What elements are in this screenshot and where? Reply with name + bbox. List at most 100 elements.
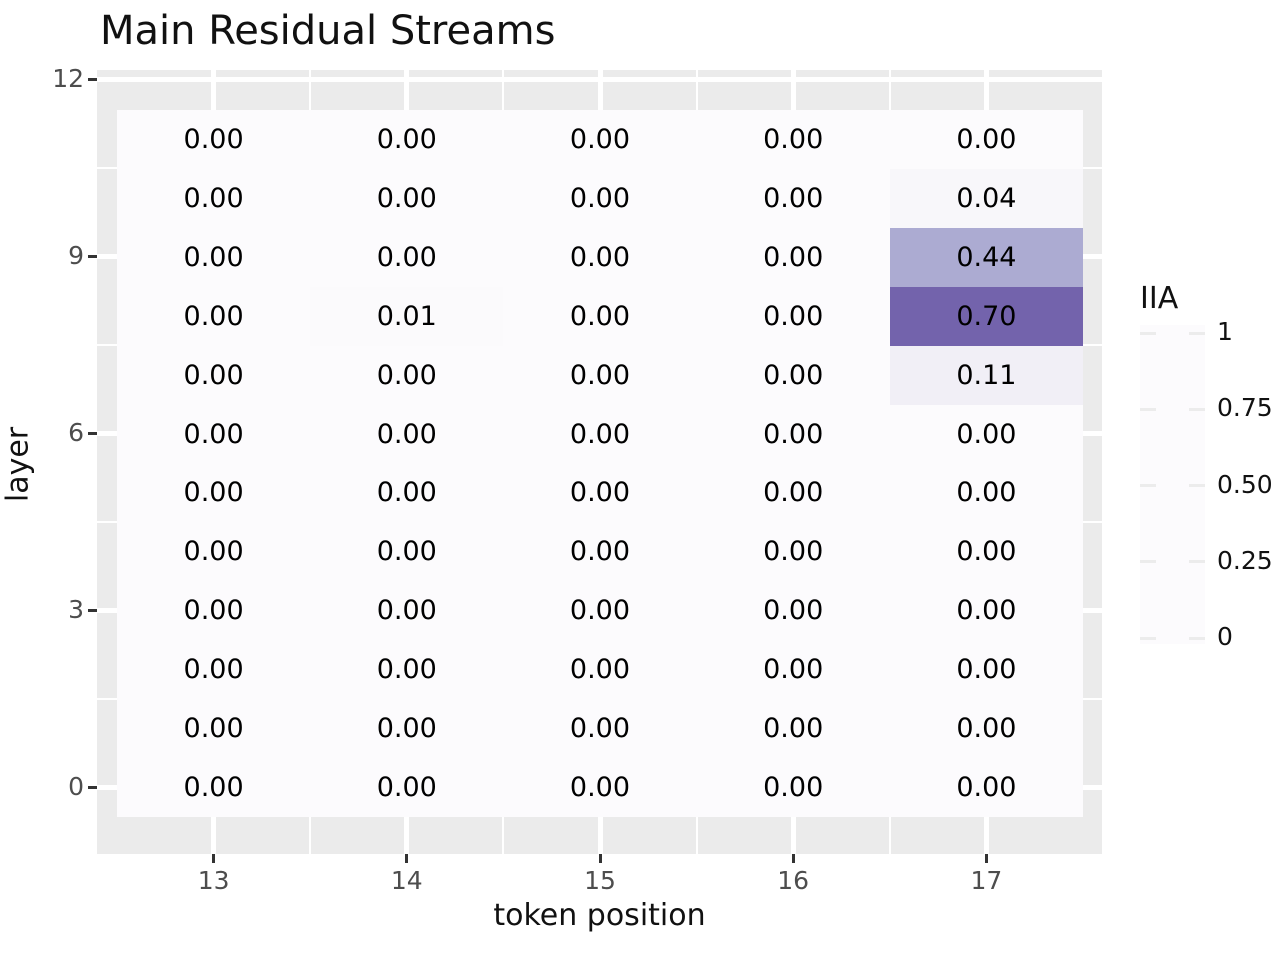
- heatmap-cell: 0.00: [310, 404, 504, 464]
- heatmap-cell: 0.00: [696, 345, 890, 405]
- heatmap-cell: 0.00: [117, 640, 311, 700]
- heatmap-cell: 0.00: [696, 110, 890, 169]
- colorbar-tick-mark: [1189, 331, 1205, 335]
- colorbar-tick-mark: [1140, 484, 1156, 487]
- heatmap-cell: 0.00: [117, 286, 311, 346]
- heatmap-cell-value: 0.00: [763, 123, 824, 155]
- heatmap-cell: 0.00: [503, 581, 697, 641]
- colorbar-tick-mark: [1140, 636, 1156, 640]
- heatmap-cell-value: 0.00: [569, 359, 631, 391]
- heatmap-cell: 0.00: [696, 404, 890, 464]
- heatmap-cell: 0.04: [889, 168, 1083, 228]
- heatmap-cell-value: 0.00: [956, 595, 1017, 627]
- heatmap-cell: 0.00: [117, 581, 311, 641]
- heatmap-cell: 0.00: [117, 758, 311, 817]
- heatmap-cell: 0.00: [503, 345, 697, 405]
- heatmap-cell-value: 0.00: [569, 182, 631, 214]
- y-tick-mark: [88, 786, 97, 789]
- heatmap-cell-value: 0.00: [376, 713, 437, 745]
- heatmap-cell-value: 0.00: [956, 536, 1017, 568]
- heatmap-cell-value: 0.00: [569, 536, 631, 568]
- x-tick-mark: [212, 854, 216, 863]
- x-tick-mark: [405, 854, 409, 863]
- heatmap-cell: 0.00: [117, 345, 311, 405]
- y-tick-mark: [88, 78, 97, 81]
- heatmap-cell-value: 0.00: [569, 654, 631, 686]
- heatmap-cell-value: 0.00: [183, 300, 244, 332]
- heatmap-cell-value: 0.00: [956, 713, 1017, 745]
- heatmap-cell: 0.00: [117, 110, 311, 169]
- heatmap-cell-value: 0.00: [183, 713, 244, 745]
- heatmap-cell: 0.70: [889, 286, 1083, 346]
- heatmap-cell: 0.00: [503, 110, 697, 169]
- heatmap-cell-value: 0.00: [376, 241, 437, 273]
- heatmap-cell: 0.00: [503, 227, 697, 287]
- colorbar-tick-mark: [1189, 407, 1205, 411]
- heatmap-cell: 0.00: [696, 758, 890, 817]
- heatmap-cell: 0.00: [503, 404, 697, 464]
- heatmap-cell: 0.00: [310, 463, 504, 523]
- heatmap-cell-value: 0.00: [376, 418, 437, 450]
- gridline: [97, 77, 1102, 82]
- heatmap-cell-value: 0.00: [763, 536, 824, 568]
- heatmap-tiles: 0.00 0.00 0.00 0.00 0.00 0.00 0.00 0.00 0.00 0.04…: [117, 110, 1083, 817]
- heatmap-cell: 0.00: [117, 522, 311, 582]
- heatmap-cell-value: 0.70: [956, 300, 1017, 332]
- heatmap-cell: 0.00: [117, 463, 311, 523]
- heatmap-cell: 0.00: [889, 404, 1083, 464]
- y-tick-label: 0: [68, 771, 84, 801]
- colorbar-tick-mark: [1189, 560, 1205, 564]
- heatmap-cell-value: 0.00: [763, 772, 824, 804]
- heatmap-cell-value: 0.00: [183, 418, 244, 450]
- x-tick-mark: [791, 854, 795, 863]
- heatmap-cell-value: 0.00: [956, 654, 1017, 686]
- x-tick-label: 15: [584, 866, 616, 895]
- heatmap-cell-value: 0.00: [183, 359, 244, 391]
- heatmap-cell: 0.00: [696, 699, 890, 759]
- heatmap-cell: 0.00: [310, 227, 504, 287]
- colorbar-tick-mark: [1140, 331, 1156, 335]
- heatmap-cell-value: 0.00: [376, 359, 437, 391]
- heatmap-cell: 0.00: [503, 286, 697, 346]
- heatmap-cell-value: 0.01: [376, 300, 437, 332]
- colorbar-tick-mark: [1189, 484, 1205, 487]
- x-tick-mark: [984, 854, 988, 863]
- heatmap-cell-value: 0.11: [956, 359, 1017, 391]
- x-tick-label: 16: [777, 866, 810, 895]
- heatmap-cell: 0.00: [310, 110, 504, 169]
- heatmap-cell: 0.00: [310, 758, 504, 817]
- heatmap-cell-value: 0.04: [956, 182, 1017, 214]
- heatmap-cell: 0.00: [310, 699, 504, 759]
- legend-tick-label: 0.75: [1217, 393, 1273, 423]
- heatmap-cell: 0.00: [696, 227, 890, 287]
- heatmap-cell-value: 0.00: [956, 477, 1017, 509]
- heatmap-cell-value: 0.00: [183, 241, 244, 273]
- heatmap-cell: 0.44: [889, 227, 1083, 287]
- y-tick-mark: [88, 609, 97, 612]
- heatmap-cell-value: 0.00: [569, 241, 631, 273]
- heatmap-cell: 0.00: [696, 168, 890, 228]
- heatmap-cell-value: 0.00: [183, 182, 244, 214]
- heatmap-cell-value: 0.00: [183, 477, 244, 509]
- heatmap-cell: 0.00: [889, 640, 1083, 700]
- heatmap-cell-value: 0.00: [956, 772, 1017, 804]
- y-tick-label: 3: [68, 594, 84, 624]
- heatmap-cell-value: 0.00: [763, 359, 824, 391]
- heatmap-cell: 0.00: [310, 581, 504, 641]
- heatmap-cell: 0.00: [889, 110, 1083, 169]
- heatmap-cell-value: 0.00: [569, 418, 631, 450]
- heatmap-cell: 0.00: [310, 345, 504, 405]
- heatmap-cell-value: 0.00: [763, 300, 824, 332]
- heatmap-cell: 0.00: [117, 227, 311, 287]
- heatmap-cell-value: 0.00: [376, 536, 437, 568]
- x-tick-label: 13: [197, 866, 230, 895]
- x-tick-label: 14: [390, 866, 423, 895]
- y-axis-title: layer: [0, 426, 36, 503]
- heatmap-cell-value: 0.00: [569, 713, 631, 745]
- heatmap-cell-value: 0.00: [569, 595, 631, 627]
- heatmap-cell: 0.00: [503, 699, 697, 759]
- colorbar-tick-mark: [1189, 636, 1205, 640]
- x-tick-label: 17: [970, 866, 1003, 895]
- heatmap-cell: 0.00: [696, 522, 890, 582]
- heatmap-cell-value: 0.00: [569, 300, 631, 332]
